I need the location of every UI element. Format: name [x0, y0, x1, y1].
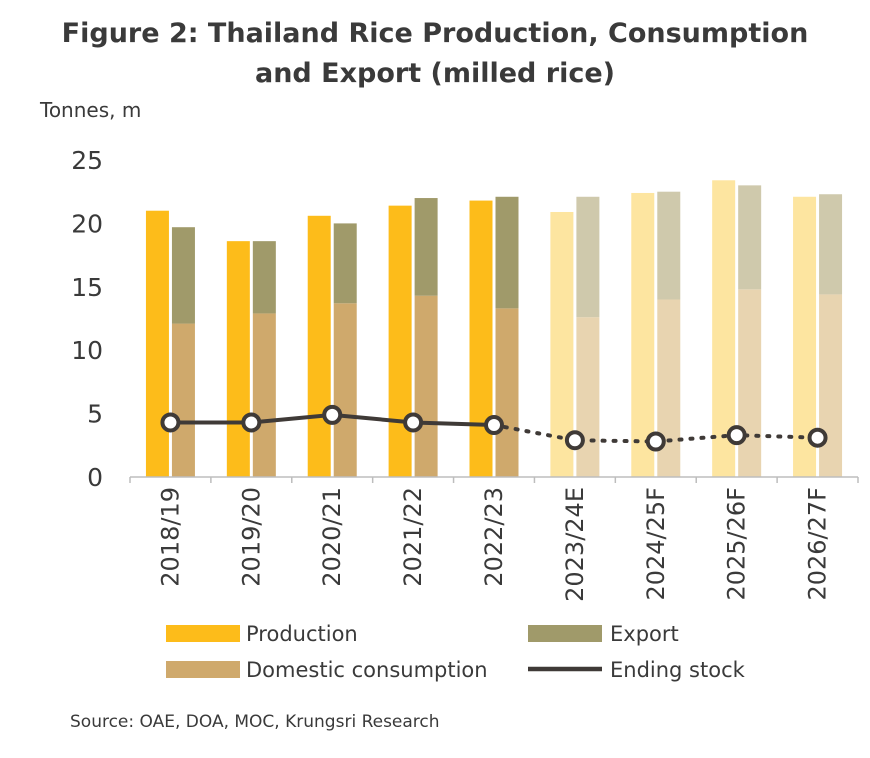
production-bar — [145, 210, 169, 477]
export-bar — [738, 185, 762, 290]
export-bar — [171, 227, 195, 324]
x-tick-label: 2019/20 — [237, 487, 265, 587]
y-tick-label: 25 — [71, 146, 103, 175]
domestic-consumption-bar — [819, 294, 843, 477]
production-bar — [793, 196, 817, 477]
chart-title: Figure 2: Thailand Rice Production, Cons… — [0, 14, 870, 94]
x-tick-label: 2018/19 — [156, 487, 184, 587]
x-tick-label: 2025/26F — [723, 487, 751, 601]
x-tick-label: 2020/21 — [318, 487, 346, 587]
export-bar — [576, 196, 600, 318]
chart-title-line-2: and Export (milled rice) — [254, 58, 616, 89]
legend-swatch-export — [528, 625, 602, 642]
x-tick-label: 2022/23 — [480, 487, 508, 587]
production-bar — [712, 180, 736, 477]
y-axis-unit-label: Tonnes, m — [40, 98, 142, 122]
y-tick-label: 5 — [87, 400, 103, 429]
chart-title-line-1: Figure 2: Thailand Rice Production, Cons… — [61, 18, 809, 49]
domestic-consumption-bar — [495, 308, 519, 477]
ending-stock-point — [241, 412, 262, 433]
export-bar — [333, 223, 357, 304]
y-tick-label: 20 — [71, 209, 103, 238]
legend-label-production: Production — [246, 622, 358, 646]
ending-stock-point — [403, 412, 424, 433]
source-note: Source: OAE, DOA, MOC, Krungsri Research — [70, 712, 440, 732]
domestic-consumption-bar — [252, 313, 276, 477]
export-bar — [657, 191, 681, 300]
domestic-consumption-bar — [333, 303, 357, 477]
legend-swatch-domestic — [166, 661, 240, 678]
production-bar — [388, 205, 412, 477]
y-tick-label: 0 — [87, 463, 103, 492]
ending-stock-point — [564, 430, 585, 451]
ending-stock-point — [322, 404, 343, 425]
ending-stock-point — [726, 425, 747, 446]
y-tick-label: 15 — [71, 273, 103, 302]
export-bar — [495, 196, 519, 309]
y-tick-label: 10 — [71, 336, 103, 365]
ending-stock-point — [807, 427, 828, 448]
production-bar — [550, 211, 574, 477]
legend-label-domestic: Domestic consumption — [246, 658, 488, 682]
domestic-consumption-bar — [414, 295, 438, 477]
export-bar — [252, 241, 276, 314]
production-bar — [226, 241, 250, 477]
export-bar — [414, 198, 438, 296]
export-bar — [819, 194, 843, 295]
legend-label-stock: Ending stock — [610, 658, 745, 682]
x-tick-label: 2024/25F — [642, 487, 670, 601]
domestic-consumption-bar — [576, 317, 600, 477]
x-tick-label: 2023/24E — [561, 487, 589, 602]
x-tick-label: 2026/27F — [804, 487, 832, 601]
domestic-consumption-bar — [738, 289, 762, 477]
ending-stock-point — [484, 415, 504, 436]
legend-swatch-production — [166, 625, 240, 642]
production-bar — [307, 215, 331, 478]
production-bar — [631, 192, 655, 477]
legend-label-export: Export — [610, 622, 679, 646]
ending-stock-point — [160, 412, 181, 433]
domestic-consumption-bar — [657, 299, 681, 477]
production-bar — [469, 200, 493, 478]
domestic-consumption-bar — [171, 323, 195, 477]
x-tick-label: 2021/22 — [399, 487, 427, 587]
ending-stock-point — [645, 431, 666, 452]
